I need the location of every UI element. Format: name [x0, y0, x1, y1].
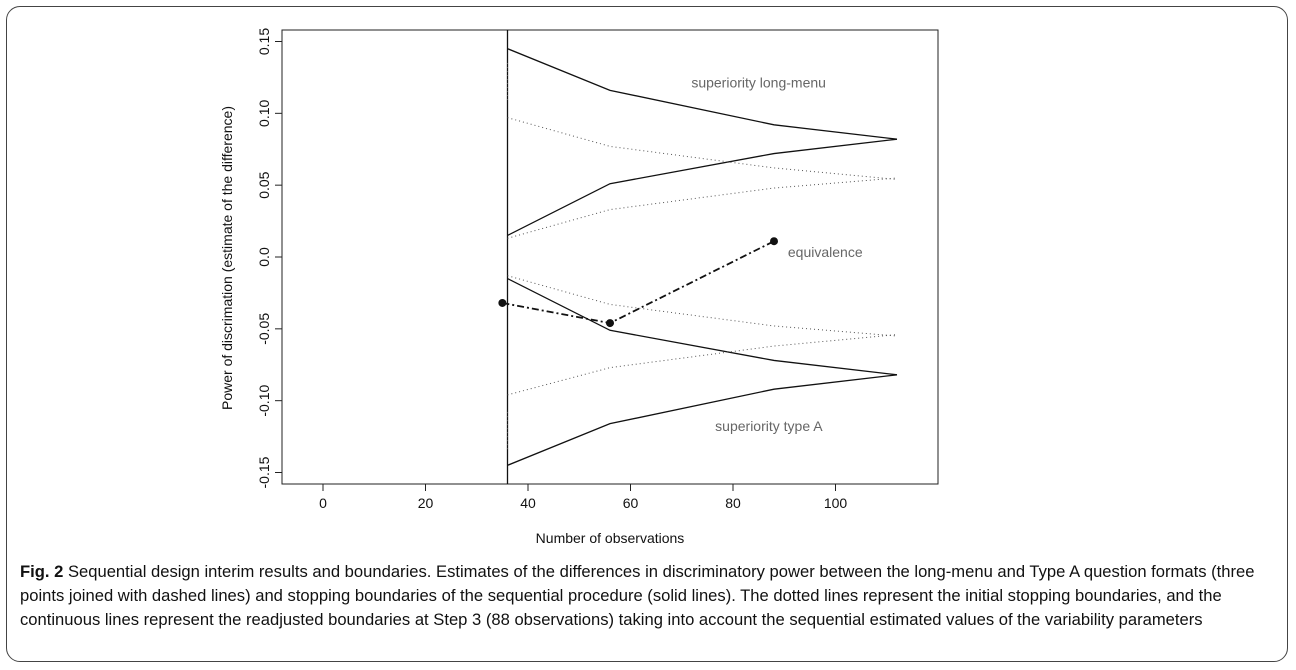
- estimate-point: [498, 298, 507, 307]
- region-annotation: superiority type A: [715, 418, 823, 434]
- estimate-point: [770, 237, 778, 246]
- x-axis-label: Number of observations: [536, 530, 685, 546]
- region-annotation: equivalence: [788, 244, 863, 260]
- y-tick-label: -0.15: [256, 456, 272, 488]
- y-tick-label: 0.10: [256, 99, 272, 126]
- solid-series-line: [507, 48, 898, 140]
- sequential-boundaries-chart: 0 20 40 60 80 100 -0.15 -0.10 -0.05 0.0 0.05 0.10 0…: [219, 28, 939, 546]
- x-tick-label: 60: [623, 495, 639, 511]
- region-annotation: superiority long-menu: [691, 74, 826, 90]
- x-tick-label: 20: [418, 495, 434, 511]
- dotted-series-line: [507, 177, 898, 239]
- estimate-point: [606, 319, 614, 328]
- figure-label: Fig. 2: [20, 562, 64, 581]
- annotation-layer: superiority long-menu equivalence superior…: [691, 74, 863, 433]
- dotted-series-line: [507, 275, 898, 337]
- y-tick-label: -0.05: [256, 313, 272, 345]
- y-tick-label: 0.15: [256, 28, 272, 55]
- x-tick-label: 100: [824, 495, 848, 511]
- x-tick-label: 0: [319, 495, 327, 511]
- dotted-series-line: [507, 117, 898, 180]
- y-tick-label: 0.05: [256, 171, 272, 198]
- dotted-series-line: [507, 334, 898, 396]
- solid-series-line: [507, 138, 898, 237]
- x-tick-label: 40: [520, 495, 536, 511]
- caption-text: Sequential design interim results and bo…: [20, 562, 1255, 629]
- series-layer: [498, 30, 898, 484]
- y-axis-label: Power of discrimation (estimate of the d…: [219, 106, 235, 410]
- y-tick-label: 0.0: [256, 247, 272, 267]
- dashdot-series-line: [502, 240, 775, 325]
- solid-series-line: [507, 277, 898, 376]
- figure-frame: [6, 6, 1288, 662]
- figure-caption: Fig. 2 Sequential design interim results…: [20, 560, 1275, 632]
- x-axis: 0 20 40 60 80 100: [319, 484, 847, 511]
- y-tick-label: -0.10: [256, 385, 272, 417]
- solid-series-line: [507, 374, 898, 466]
- y-axis: -0.15 -0.10 -0.05 0.0 0.05 0.10 0.15: [256, 28, 282, 488]
- x-tick-label: 80: [725, 495, 741, 511]
